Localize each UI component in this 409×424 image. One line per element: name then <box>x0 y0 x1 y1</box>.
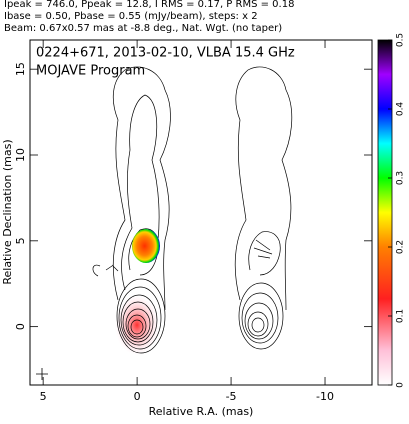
y-axis-label: Relative Declination (mas) <box>1 139 14 284</box>
colorbar <box>377 39 393 386</box>
x-tick-label: 5 <box>40 390 47 403</box>
colorbar-tick-label: 0.4 <box>396 102 406 117</box>
annotation: 0224+671, 2013-02-10, VLBA 15.4 GHz <box>36 46 295 61</box>
y-tick-label: 5 <box>14 237 27 244</box>
y-tick-label: 15 <box>14 62 27 76</box>
plot-frame <box>29 39 373 386</box>
y-tick-label: 10 <box>14 148 27 162</box>
annotation: MOJAVE Program <box>36 64 145 79</box>
x-axis-label: Relative R.A. (mas) <box>149 405 254 418</box>
y-tick-label: 0 <box>14 323 27 330</box>
header-line: Ipeak = 746.0, Ppeak = 12.8, I RMS = 0.1… <box>4 0 294 10</box>
contours <box>92 66 293 355</box>
beam-marker <box>36 368 48 380</box>
colorbar-tick-label: 0.3 <box>396 171 406 185</box>
x-tick-label: 0 <box>134 390 141 403</box>
header-line: Beam: 0.67x0.57 mas at -8.8 deg., Nat. W… <box>4 23 282 34</box>
colorbar-tick-label: 0.5 <box>396 33 406 47</box>
x-tick-label: -10 <box>316 390 334 403</box>
colorbar-tick-label: 0.2 <box>396 240 406 254</box>
colorbar-tick-label: 0 <box>396 382 406 388</box>
x-tick-label: -5 <box>226 390 237 403</box>
header-line: Ibase = 0.50, Pbase = 0.55 (mJy/beam), s… <box>4 11 258 22</box>
colorbar-tick-label: 0.1 <box>396 309 406 323</box>
